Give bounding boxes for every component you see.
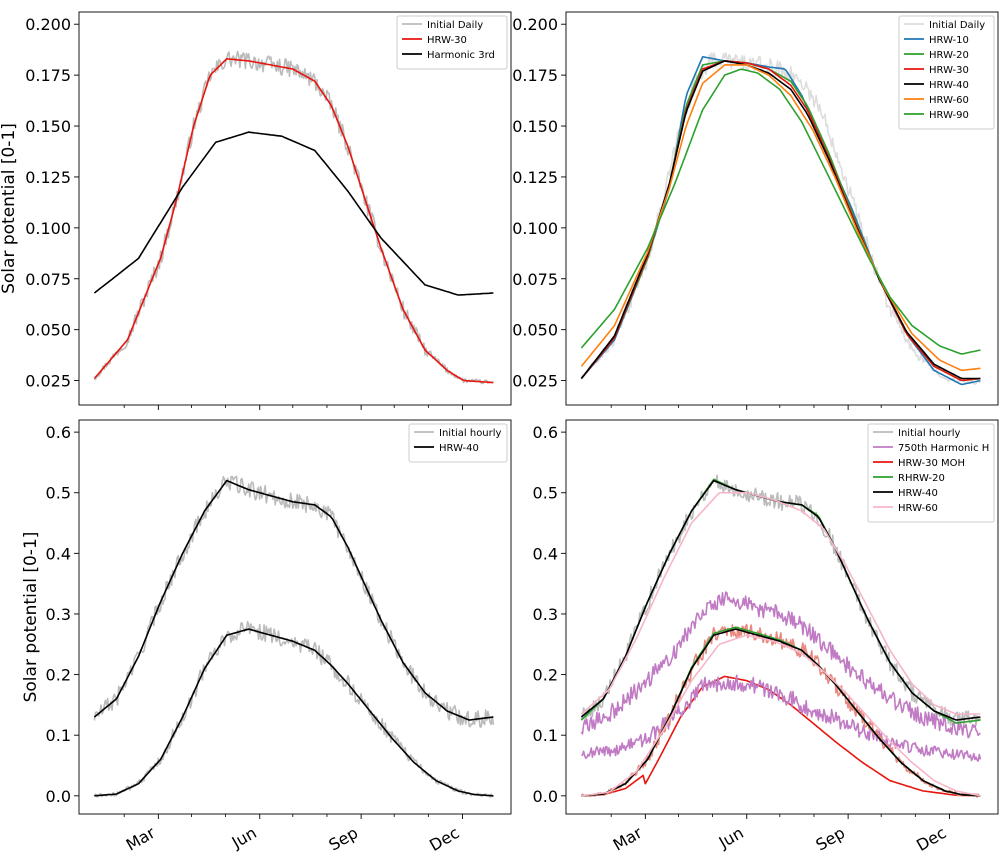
y-tick-label: 0.175: [512, 66, 558, 85]
x-tick-label: Jun: [228, 823, 260, 852]
x-tick-label: Mar: [123, 823, 159, 855]
legend-entry: Initial Daily: [427, 20, 483, 31]
panel-top-left: 0.025 0.050 0.075 0.100 0.125 0.150 0.175 0.200…: [0, 11, 512, 410]
y-tick-label: 0.200: [25, 15, 71, 34]
axes-frame: [565, 419, 999, 815]
legend-box: [408, 423, 508, 463]
legend-entry: HRW-30: [427, 35, 467, 46]
series-line-initial-hourly: [580, 474, 982, 729]
legend-entry: HRW-40: [439, 443, 479, 454]
y-tick-label: 0.2: [46, 666, 71, 685]
legend-entry: HRW-10: [929, 35, 969, 46]
series-line-hrw-60: [580, 64, 981, 372]
y-tick-label: 0.4: [46, 544, 71, 563]
x-tick-label: Sep: [813, 823, 849, 855]
legend-entry: Initial hourly: [439, 428, 502, 439]
series-line-unlabelled-9: [581, 628, 981, 797]
series-line-hrw-40: [93, 479, 494, 721]
y-tick-label: 0.175: [25, 66, 71, 85]
y-tick-label: 0.1: [46, 726, 71, 745]
series-line-harmonic-3rd: [93, 131, 494, 296]
series-line-initial-daily: [94, 50, 494, 385]
series-line-unlabelled-2: [93, 620, 494, 798]
plot-area: [580, 52, 981, 386]
legend-entry: HRW-40: [898, 488, 938, 499]
legend-entry: HRW-90: [929, 110, 969, 121]
legend: Initial hourly HRW-40: [408, 423, 508, 463]
axes-frame: [565, 11, 999, 406]
series-line-hrw-30: [93, 58, 494, 384]
y-tick-label: 0.5: [46, 484, 71, 503]
x-tick-label: Jun: [715, 823, 747, 852]
y-axis-label: Solar potential [0-1]: [0, 123, 19, 294]
plot-area: [580, 474, 982, 798]
y-tick-label: 0.025: [25, 372, 71, 391]
legend-entry: HRW-60: [929, 95, 969, 106]
y-tick-label: 0.0: [46, 787, 71, 806]
series-line-750th-harmonic-h: [580, 591, 981, 739]
x-tick-label: Dec: [913, 823, 949, 855]
panel-top-right: 0.025 0.050 0.075 0.100 0.125 0.150 0.175 0.200…: [512, 11, 999, 410]
y-tick-label: 0.2: [533, 666, 558, 685]
y-tick-label: 0.150: [25, 117, 71, 136]
legend-box: [898, 15, 995, 130]
y-tick-label: 0.0: [533, 787, 558, 806]
legend-box: [867, 423, 995, 523]
x-tick-label: Dec: [426, 823, 462, 855]
panel-bottom-right: 0.0 0.1 0.2 0.3 0.4 0.5 0.6 Mar Jun Sep Dec Initial…: [533, 419, 999, 855]
y-tick-label: 0.6: [533, 423, 558, 442]
y-tick-label: 0.200: [512, 15, 558, 34]
y-tick-label: 0.075: [25, 270, 71, 289]
series-line-unlabelled-10: [581, 634, 981, 797]
y-axis-label: Solar potential [0-1]: [21, 532, 41, 703]
plot-area: [93, 50, 494, 385]
legend-entry: HRW-60: [898, 503, 938, 514]
legend-entry: RHRW-20: [898, 473, 945, 484]
y-tick-label: 0.075: [512, 270, 558, 289]
legend-entry: HRW-20: [929, 50, 969, 61]
y-tick-label: 0.1: [533, 726, 558, 745]
legend-entry: Initial hourly: [898, 428, 961, 439]
series-line-unlabelled-3: [94, 628, 494, 797]
series-line-hrw-60: [580, 491, 981, 715]
y-tick-label: 0.125: [512, 168, 558, 187]
y-tick-label: 0.050: [25, 321, 71, 340]
panel-bottom-left: 0.0 0.1 0.2 0.3 0.4 0.5 0.6 Mar Jun Sep Dec Solar p…: [21, 419, 512, 855]
legend-entry: 750th Harmonic H: [898, 443, 989, 454]
series-line-initial-hourly: [93, 475, 495, 728]
legend-entry: HRW-30: [929, 65, 969, 76]
legend-entry: Initial Daily: [929, 20, 985, 31]
series-line-hrw-30-moh: [581, 675, 981, 797]
legend-entry: HRW-40: [929, 80, 969, 91]
y-tick-label: 0.100: [25, 219, 71, 238]
y-tick-label: 0.4: [533, 544, 558, 563]
plot-area: [93, 475, 495, 798]
y-tick-label: 0.050: [512, 321, 558, 340]
y-tick-label: 0.3: [46, 605, 71, 624]
y-tick-label: 0.5: [533, 484, 558, 503]
y-tick-label: 0.6: [46, 423, 71, 442]
x-tick-label: Mar: [610, 823, 646, 855]
y-tick-label: 0.125: [25, 168, 71, 187]
legend-entry: Harmonic 3rd: [427, 50, 495, 61]
legend: Initial hourly 750th Harmonic H HRW-30 MOH…: [867, 423, 995, 523]
y-tick-label: 0.150: [512, 117, 558, 136]
y-tick-label: 0.100: [512, 219, 558, 238]
y-tick-label: 0.025: [512, 372, 558, 391]
series-line-hrw-90: [580, 68, 981, 355]
series-line-unlabelled-7: [580, 623, 981, 798]
legend-box: [396, 15, 508, 70]
legend-entry: HRW-30 MOH: [898, 458, 965, 469]
axes-frame: [78, 419, 512, 815]
axes-frame: [78, 11, 512, 406]
series-line-unlabelled-6: [581, 674, 982, 762]
legend: Initial Daily HRW-10 HRW-20 HRW-30 HRW-40 HRW…: [898, 15, 995, 130]
y-tick-label: 0.3: [533, 605, 558, 624]
x-tick-label: Sep: [326, 823, 362, 855]
legend: Initial Daily HRW-30 Harmonic 3rd: [396, 15, 508, 70]
